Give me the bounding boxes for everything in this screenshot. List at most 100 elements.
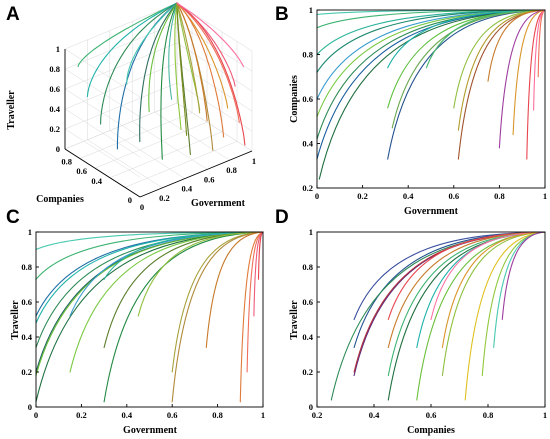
panel-c-government-vs-traveller: C 0 0.2 0.4 0.6 0.8 1 0 0.2 0.4 0.6 0.8 1 Government T… <box>6 207 265 436</box>
z-tick-label: 0.2 <box>49 124 60 134</box>
y-tick-label: 1 <box>309 5 313 15</box>
grid-line <box>64 48 141 98</box>
y-tick-label: 0.4 <box>21 332 32 342</box>
x-tick-label: 0.8 <box>483 410 494 420</box>
x-tick-label: 0.6 <box>204 174 215 184</box>
trajectory-line <box>416 231 546 401</box>
y-tick-label: 0.6 <box>302 297 313 307</box>
trajectory-line <box>498 9 546 149</box>
grid-line <box>64 108 141 158</box>
y-tick-label: 0.6 <box>76 166 87 176</box>
trajectory-line <box>493 231 546 349</box>
grid-line <box>64 22 178 70</box>
grid-line <box>124 141 238 188</box>
x-axis-label: Government <box>123 425 178 436</box>
x-axis-line <box>139 150 253 198</box>
y-tick-label: 0 <box>309 402 313 412</box>
trajectories <box>35 231 264 403</box>
trajectory-line <box>35 231 264 403</box>
panel-letter: D <box>275 207 289 228</box>
x-tick-label: 1 <box>252 156 256 166</box>
trajectory-line <box>171 231 264 403</box>
grid-line <box>64 128 141 178</box>
x-tick-label: 1 <box>543 410 547 420</box>
x-tick-label: 0 <box>34 410 38 420</box>
trajectory-line <box>391 9 546 129</box>
x-axis-label: Government <box>404 206 459 217</box>
trajectory-line <box>174 2 182 130</box>
z-tick-label: 0.6 <box>49 84 60 94</box>
y-tick-label: 0 <box>128 195 132 205</box>
grid-line <box>79 112 193 159</box>
trajectory-line <box>100 2 178 125</box>
y-tick-label: 0.8 <box>302 262 313 272</box>
x-tick-label: 1 <box>543 191 547 201</box>
grid-line <box>176 42 253 92</box>
grid-line <box>87 139 163 189</box>
trajectories <box>316 9 546 180</box>
trajectory-line <box>176 2 225 138</box>
y-tick-label: 0.2 <box>302 183 313 193</box>
y-axis-label: Companies <box>36 194 84 205</box>
x-tick-label: 0.4 <box>181 184 192 194</box>
x-tick-label: 0.2 <box>357 191 368 201</box>
y-tick-label: 0.4 <box>91 176 102 186</box>
trajectory-line <box>501 231 546 321</box>
trajectory-line <box>103 231 264 280</box>
y-tick-label: 0.4 <box>302 139 313 149</box>
trajectory-line <box>148 2 178 113</box>
grid-line <box>64 102 178 150</box>
trajectory-line <box>512 9 546 136</box>
trajectory-line <box>430 231 546 321</box>
panel-letter: B <box>275 4 289 25</box>
z-tick-label: 1 <box>56 44 60 54</box>
trajectories <box>330 231 546 401</box>
trajectory-line <box>86 2 178 98</box>
x-tick-label: 0.4 <box>121 410 132 420</box>
trajectory-line <box>487 9 546 82</box>
trajectory-line <box>77 2 178 68</box>
trajectory-line <box>137 231 264 317</box>
trajectory-line <box>387 231 546 401</box>
y-tick-label: 0.8 <box>21 262 32 272</box>
x-tick-label: 0.6 <box>167 410 178 420</box>
x-tick-label: 0.2 <box>159 193 170 203</box>
trajectory-line <box>246 231 264 373</box>
trajectory-line <box>464 231 546 401</box>
y-axis-line <box>64 148 141 198</box>
y-axis-label: Traveller <box>10 300 21 340</box>
axes <box>64 49 253 198</box>
trajectory-line <box>126 2 178 85</box>
y-axis-label: Traveller <box>289 300 300 340</box>
trajectory-line <box>205 231 264 349</box>
y-tick-label: 0.8 <box>61 157 72 167</box>
trajectory-line <box>176 2 201 114</box>
trajectory-line <box>176 2 208 122</box>
grid-line <box>64 62 178 110</box>
x-tick-label: 0.2 <box>312 410 323 420</box>
y-tick-label: 0.8 <box>302 50 313 60</box>
y-tick-label: 0 <box>28 402 32 412</box>
z-tick-label: 0.4 <box>49 104 60 114</box>
y-tick-label: 1 <box>309 227 313 237</box>
y-tick-label: 0.6 <box>21 297 32 307</box>
trajectory-line <box>116 2 178 150</box>
trajectory-line <box>176 2 240 123</box>
trajectory-line <box>441 231 546 349</box>
y-axis-label: Companies <box>289 75 300 123</box>
trajectories <box>77 2 246 160</box>
y-tick-label: 1 <box>28 227 32 237</box>
y-tick-label: 0.2 <box>302 367 313 377</box>
panel-a-3d-trajectories: A00.20.40.60.8100.40.60.800.20.40.60.81G… <box>6 2 256 212</box>
x-tick-label: 0 <box>315 191 319 201</box>
grid-line <box>176 82 253 132</box>
trajectory-line <box>387 231 546 349</box>
trajectory-line <box>176 2 246 146</box>
panel-letter: A <box>6 4 20 25</box>
trajectory-line <box>239 231 264 403</box>
grid-line <box>64 68 141 118</box>
x-tick-label: 1 <box>261 410 265 420</box>
x-tick-label: 0.6 <box>448 191 459 201</box>
trajectory-line <box>176 2 244 68</box>
